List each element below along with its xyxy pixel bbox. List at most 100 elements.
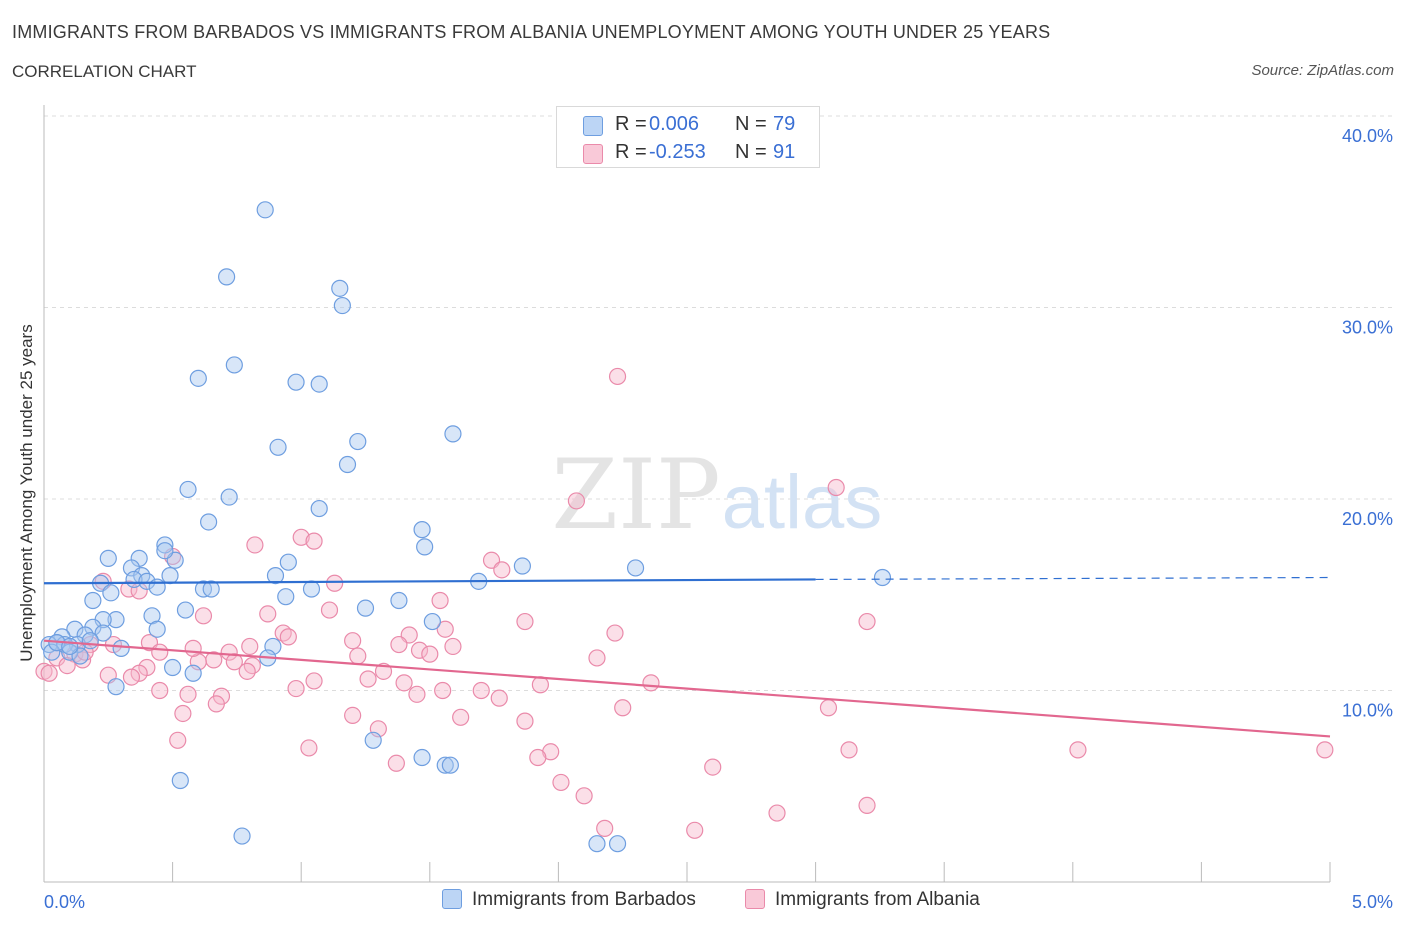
barbados-point [333, 296, 351, 315]
albania-point [436, 620, 454, 638]
albania-point [151, 643, 169, 661]
albania-point [858, 612, 876, 631]
barbados-point [310, 499, 328, 518]
albania-point [305, 532, 323, 550]
source-label: Source: ZipAtlas.com [1251, 62, 1394, 79]
barbados-point [266, 566, 285, 585]
albania-point [408, 685, 426, 703]
barbados-point [588, 835, 606, 853]
watermark-atlas: atlas [722, 460, 883, 545]
albania-point [704, 758, 722, 776]
barbados-point [107, 611, 125, 629]
albania-point [184, 639, 202, 657]
x-tick-label: 0.0% [44, 892, 85, 912]
albania-point [552, 773, 570, 792]
barbados-point [225, 356, 243, 374]
r-label: R = [615, 141, 647, 163]
albania-point [472, 681, 490, 700]
barbados-trend-extension [815, 576, 1331, 581]
albania-point [179, 685, 197, 703]
barbados-point [189, 369, 207, 387]
x-tick-label: 5.0% [1352, 892, 1393, 912]
albania-point [344, 632, 362, 650]
albania-legend-swatch [745, 889, 765, 909]
chart-title: IMMIGRANTS FROM BARBADOS VS IMMIGRANTS F… [12, 22, 1051, 42]
x-tick-labels: 0.0% 5.0% [44, 892, 1393, 912]
n-value: 91 [773, 141, 796, 163]
barbados-point [171, 771, 189, 790]
barbados-point [99, 549, 117, 567]
albania-point [287, 679, 305, 698]
n-label: N = [735, 141, 767, 163]
gridlines [44, 115, 1393, 691]
albania-point [840, 741, 858, 759]
barbados-point [176, 601, 195, 619]
y-tick-label: 10.0% [1342, 701, 1393, 721]
albania-point [588, 649, 606, 667]
barbados-point [81, 632, 99, 650]
barbados-point [310, 375, 328, 393]
albania-point [292, 528, 310, 546]
barbados-point [164, 658, 182, 677]
albania-point [434, 681, 452, 700]
albania-point [241, 637, 259, 656]
albania-swatch [583, 144, 603, 164]
r-value: 0.006 [649, 113, 700, 135]
albania-point [575, 787, 593, 805]
albania-point [567, 492, 586, 510]
barbados-point [626, 559, 645, 577]
albania-point [390, 635, 408, 654]
albania-point [642, 674, 660, 692]
albania-point [305, 672, 323, 690]
r-label: R = [615, 113, 647, 135]
barbados-point [338, 455, 357, 474]
barbados-point [161, 566, 179, 585]
albania-point [207, 695, 225, 713]
albania-point [320, 601, 339, 619]
albania-point [421, 645, 439, 663]
albania-point [326, 574, 344, 592]
albania-point [120, 580, 138, 598]
barbados-point [94, 624, 112, 642]
n-value: 79 [773, 113, 796, 135]
barbados-point [138, 572, 156, 590]
barbados-point [148, 578, 166, 596]
albania-point [606, 624, 624, 642]
albania-point [819, 699, 838, 717]
barbados-point [413, 748, 431, 767]
trend-lines [43, 576, 1331, 738]
albania-point [529, 748, 547, 767]
barbados-swatch [583, 116, 603, 136]
albania-point [169, 731, 187, 749]
albania-point [614, 699, 632, 717]
barbados-point [179, 480, 197, 499]
albania-point [686, 821, 704, 839]
barbados-point [184, 664, 202, 682]
stats-legend: R = 0.006 N = 79 R = -0.253 N = 91 [556, 106, 820, 168]
albania-point [151, 681, 169, 700]
albania-trend-line [43, 639, 1331, 738]
albania-point [259, 605, 277, 623]
barbados-point [390, 591, 408, 610]
barbados-legend-swatch [442, 889, 462, 909]
barbados-point [364, 731, 382, 749]
barbados-point [331, 279, 349, 297]
albania-point [444, 637, 462, 656]
y-tick-labels: 10.0% 20.0% 30.0% 40.0% [1342, 126, 1393, 721]
barbados-point [256, 201, 274, 219]
y-tick-label: 20.0% [1342, 509, 1393, 529]
albania-point [122, 668, 141, 686]
albania-point [58, 657, 76, 675]
albania-point [490, 689, 508, 707]
albania-point [395, 674, 413, 692]
albania-point [359, 670, 377, 688]
legend-item-albania: Immigrants from Albania [745, 889, 980, 911]
barbados-point [220, 488, 238, 506]
barbados-point [349, 432, 367, 451]
albania-point [596, 819, 614, 837]
barbados-trend-line [43, 578, 816, 585]
chart-subtitle: CORRELATION CHART [12, 62, 197, 81]
barbados-point [61, 643, 79, 661]
barbados-point [202, 580, 220, 598]
barbados-point [436, 756, 454, 774]
